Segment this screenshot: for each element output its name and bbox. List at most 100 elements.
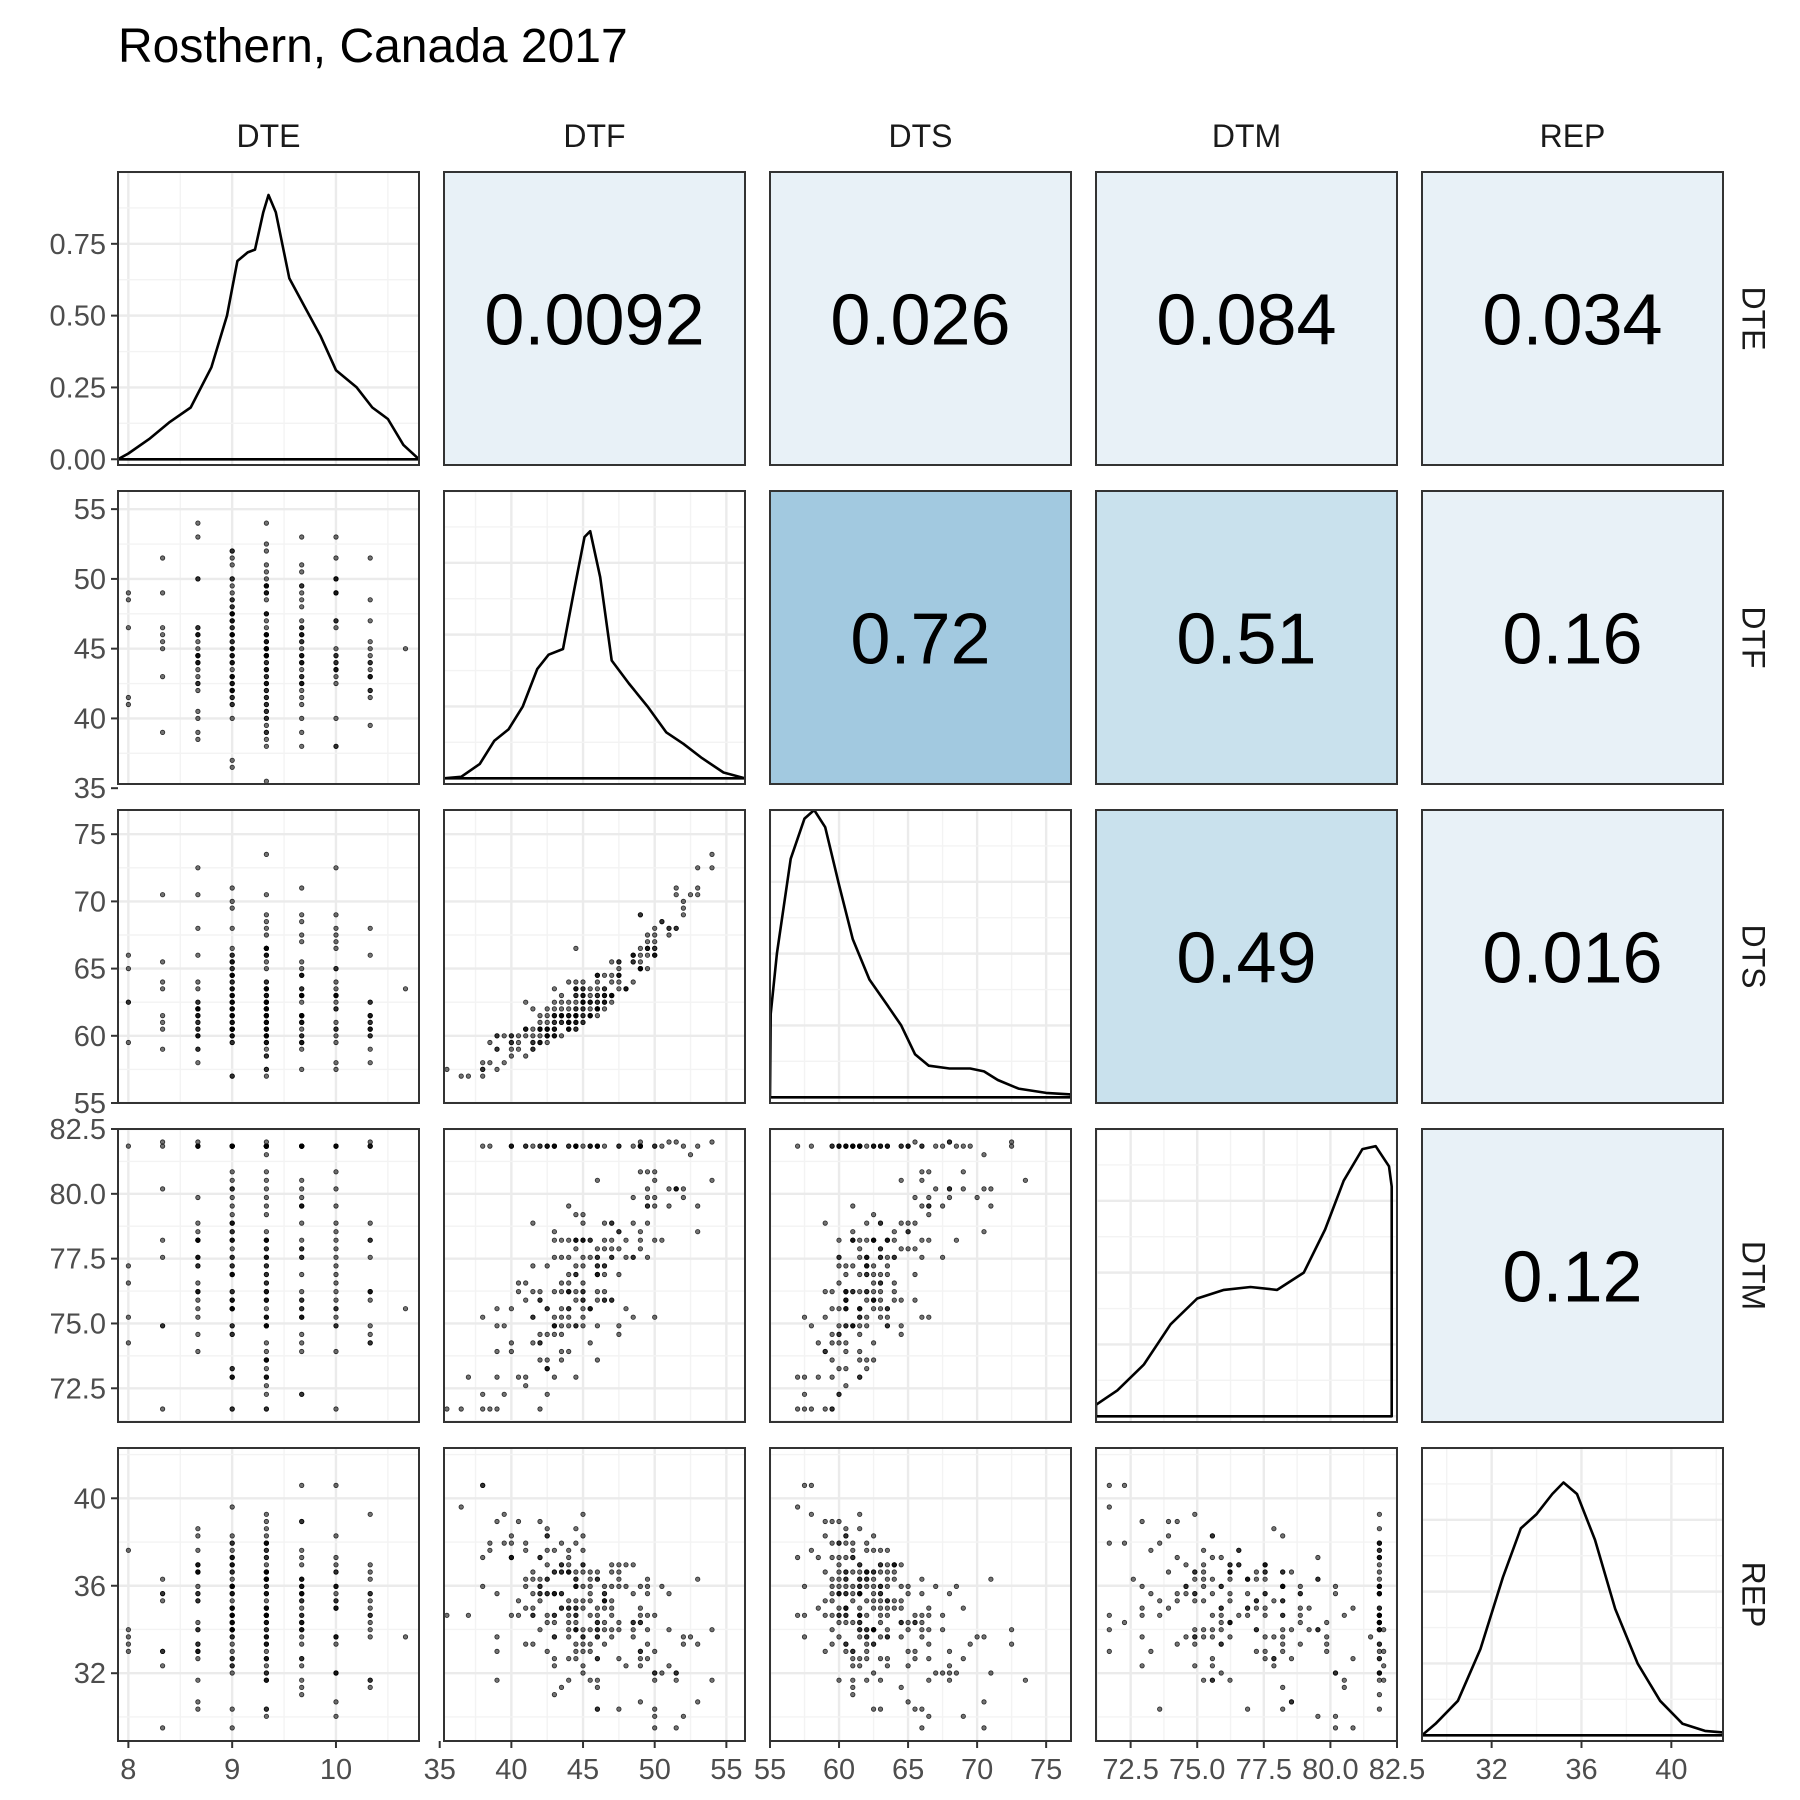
scatter-point	[851, 1555, 855, 1559]
scatter-point	[538, 1289, 542, 1293]
scatter-point	[126, 1649, 130, 1653]
scatter-point	[300, 647, 304, 651]
scatter-point	[581, 1298, 585, 1302]
scatter-point	[858, 1144, 862, 1148]
scatter-point	[1201, 1635, 1205, 1639]
scatter-point	[878, 1563, 882, 1567]
scatter-point	[602, 1000, 606, 1004]
scatter-point	[334, 1584, 338, 1588]
scatter-point	[230, 1230, 234, 1234]
scatter-point	[1201, 1570, 1205, 1574]
scatter-point	[885, 1599, 889, 1603]
scatter-point	[230, 1272, 234, 1276]
scatter-point	[524, 1375, 528, 1379]
scatter-point	[920, 1726, 924, 1730]
scatter-point	[552, 1255, 556, 1259]
scatter-point	[885, 1307, 889, 1311]
scatter-point	[865, 1642, 869, 1646]
scatter-point	[196, 1599, 200, 1603]
scatter-point	[802, 1483, 806, 1487]
scatter-point	[196, 980, 200, 984]
panel-rep-dts	[701, 1411, 1115, 1761]
scatter-point	[538, 1599, 542, 1603]
scatter-point	[1254, 1570, 1258, 1574]
scatter-point	[830, 1407, 834, 1411]
scatter-point	[844, 1272, 848, 1276]
scatter-point	[617, 966, 621, 970]
scatter-point	[334, 1204, 338, 1208]
scatter-point	[892, 1238, 896, 1242]
scatter-point	[559, 1289, 563, 1293]
scatter-point	[300, 1255, 304, 1259]
scatter-point	[1263, 1577, 1267, 1581]
scatter-point	[802, 1392, 806, 1396]
scatter-point	[545, 1013, 549, 1017]
scatter-point	[920, 1591, 924, 1595]
scatter-point	[264, 1577, 268, 1581]
scatter-point	[865, 1548, 869, 1552]
scatter-point	[574, 1247, 578, 1251]
scatter-point	[264, 1628, 268, 1632]
scatter-point	[1281, 1685, 1285, 1689]
scatter-point	[844, 1649, 848, 1653]
scatter-point	[920, 1707, 924, 1711]
scatter-point	[975, 1195, 979, 1199]
scatter-point	[851, 1678, 855, 1682]
scatter-point	[264, 1534, 268, 1538]
scatter-point	[581, 1020, 585, 1024]
scatter-point	[1140, 1606, 1144, 1610]
scatter-point	[545, 1144, 549, 1148]
scatter-point	[1351, 1656, 1355, 1660]
scatter-point	[160, 1664, 164, 1668]
scatter-point	[368, 647, 372, 651]
scatter-point	[1263, 1563, 1267, 1567]
scatter-point	[196, 667, 200, 671]
scatter-point	[865, 1584, 869, 1588]
scatter-point	[196, 688, 200, 692]
strip-label-top-dts: DTS	[889, 118, 953, 154]
scatter-point	[574, 1264, 578, 1268]
scatter-point	[837, 1255, 841, 1259]
scatter-point	[645, 1170, 649, 1174]
scatter-point	[645, 1255, 649, 1259]
scatter-point	[610, 1635, 614, 1639]
scatter-point	[230, 1007, 234, 1011]
scatter-point	[160, 987, 164, 991]
scatter-point	[160, 1255, 164, 1259]
scatter-point	[1377, 1541, 1381, 1545]
scatter-point	[588, 1341, 592, 1345]
scatter-point	[481, 1144, 485, 1148]
scatter-point	[837, 1613, 841, 1617]
scatter-point	[574, 1613, 578, 1617]
scatter-point	[1281, 1628, 1285, 1632]
scatter-point	[631, 1620, 635, 1624]
correlation-value-dtf-rep: 0.16	[1502, 600, 1642, 680]
scatter-point	[264, 1230, 268, 1234]
scatter-point	[196, 716, 200, 720]
scatter-point	[1382, 1628, 1386, 1632]
scatter-point	[160, 633, 164, 637]
y-tick-label-dte: 0.00	[50, 444, 106, 476]
scatter-point	[865, 1255, 869, 1259]
scatter-point	[927, 1238, 931, 1242]
scatter-point	[1122, 1620, 1126, 1624]
scatter-point	[126, 695, 130, 699]
scatter-point	[602, 1599, 606, 1603]
scatter-point	[368, 1620, 372, 1624]
scatter-point	[196, 674, 200, 678]
scatter-point	[602, 987, 606, 991]
scatter-point	[588, 1570, 592, 1574]
scatter-point	[1193, 1570, 1197, 1574]
scatter-point	[837, 1144, 841, 1148]
scatter-point	[1272, 1664, 1276, 1668]
scatter-point	[602, 1606, 606, 1610]
scatter-point	[1175, 1591, 1179, 1595]
scatter-point	[126, 1548, 130, 1552]
scatter-point	[334, 556, 338, 560]
scatter-point	[559, 1013, 563, 1017]
scatter-point	[927, 1656, 931, 1660]
scatter-point	[488, 1144, 492, 1148]
scatter-point	[334, 987, 338, 991]
scatter-point	[538, 1040, 542, 1044]
scatter-point	[581, 1212, 585, 1216]
